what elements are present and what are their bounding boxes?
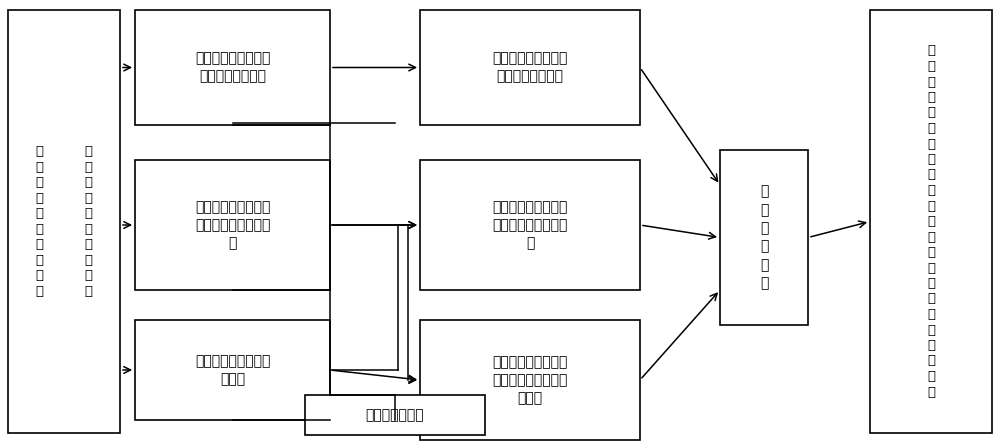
Bar <box>420 320 640 440</box>
Text: 变压器低压侧三相电
压偏差和三相视在功
率: 变压器低压侧三相电 压偏差和三相视在功 率 <box>195 200 270 250</box>
Bar <box>870 10 992 433</box>
Text: 电压偏差导致的变压
器能耗的定量计算结
果: 电压偏差导致的变压 器能耗的定量计算结 果 <box>492 200 568 250</box>
Text: 三相不平衡度导致的
变压器能耗的定量计
算结果: 三相不平衡度导致的 变压器能耗的定量计 算结果 <box>492 355 568 405</box>
Bar <box>8 10 120 433</box>
Text: 装
变
器
压
的
能
量
线
测
置: 装 变 器 压 的 能 量 线 测 置 <box>85 145 93 298</box>
Text: 变压器低压侧谐波电
压和谐波电流数据: 变压器低压侧谐波电 压和谐波电流数据 <box>195 51 270 83</box>
Bar <box>720 150 808 325</box>
Text: 谐波导致的变压器能
耗的定量计算结果: 谐波导致的变压器能 耗的定量计算结果 <box>492 51 568 83</box>
Bar <box>135 10 330 125</box>
Text: 变压器标称参数: 变压器标称参数 <box>366 408 424 422</box>
Bar <box>135 320 330 420</box>
Bar <box>305 395 485 435</box>
Text: 变压器低压侧三相负
载电流: 变压器低压侧三相负 载电流 <box>195 354 270 386</box>
Bar <box>420 10 640 125</box>
Bar <box>420 160 640 290</box>
Text: 安
在
压
低
侧
电
质
在
监
装: 安 在 压 低 侧 电 质 在 监 装 <box>35 145 43 298</box>
Text: 权
重
计
算
方
法: 权 重 计 算 方 法 <box>760 184 768 291</box>
Text: 电
能
质
量
多
指
标
导
致
的
变
压
器
综
合
能
耗
定
量
计
算
结
果: 电 能 质 量 多 指 标 导 致 的 变 压 器 综 合 能 耗 定 量 计 … <box>927 44 935 399</box>
Bar <box>135 160 330 290</box>
